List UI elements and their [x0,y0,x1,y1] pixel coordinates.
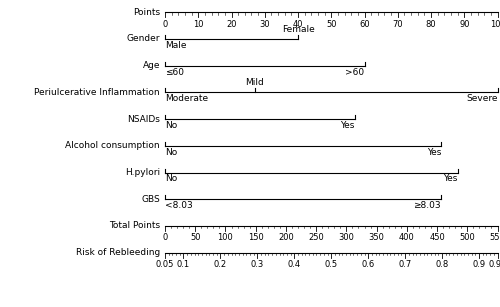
Text: 0.95: 0.95 [488,260,500,269]
Text: 550: 550 [490,233,500,242]
Text: NSAIDs: NSAIDs [127,115,160,124]
Text: Total Points: Total Points [109,221,160,231]
Text: Female: Female [282,25,314,34]
Text: Yes: Yes [426,148,441,157]
Text: >60: >60 [346,68,364,76]
Text: Gender: Gender [126,34,160,44]
Text: 0.2: 0.2 [214,260,227,269]
Text: Yes: Yes [340,121,354,130]
Text: 0.7: 0.7 [398,260,412,269]
Text: 0: 0 [162,233,168,242]
Text: Periulcerative Inflammation: Periulcerative Inflammation [34,88,160,97]
Text: Age: Age [142,61,160,70]
Text: 500: 500 [460,233,475,242]
Text: 0.1: 0.1 [177,260,190,269]
Text: 0: 0 [162,20,168,29]
Text: Moderate: Moderate [165,94,208,103]
Text: 400: 400 [399,233,414,242]
Text: 40: 40 [293,20,304,29]
Text: 80: 80 [426,20,436,29]
Text: 20: 20 [226,20,237,29]
Text: 100: 100 [218,233,234,242]
Text: 50: 50 [326,20,336,29]
Text: 0.4: 0.4 [288,260,301,269]
Text: 0.3: 0.3 [250,260,264,269]
Text: 0.9: 0.9 [472,260,486,269]
Text: Alcohol consumption: Alcohol consumption [66,141,160,150]
Text: 30: 30 [260,20,270,29]
Text: No: No [165,121,177,130]
Text: 0.8: 0.8 [436,260,448,269]
Text: GBS: GBS [142,195,160,204]
Text: No: No [165,174,177,183]
Text: 100: 100 [490,20,500,29]
Text: 200: 200 [278,233,294,242]
Text: 70: 70 [392,20,403,29]
Text: H.pylori: H.pylori [125,168,160,177]
Text: No: No [165,148,177,157]
Text: Male: Male [165,41,186,50]
Text: 0.5: 0.5 [324,260,338,269]
Text: Yes: Yes [443,174,458,183]
Text: 90: 90 [459,20,469,29]
Text: 350: 350 [368,233,384,242]
Text: 250: 250 [308,233,324,242]
Text: 60: 60 [359,20,370,29]
Text: <8.03: <8.03 [165,201,193,210]
Text: ≥8.03: ≥8.03 [414,201,441,210]
Text: Points: Points [133,8,160,17]
Text: 150: 150 [248,233,264,242]
Text: 50: 50 [190,233,200,242]
Text: Severe: Severe [466,94,498,103]
Text: 450: 450 [429,233,445,242]
Text: Mild: Mild [246,79,264,87]
Text: 300: 300 [338,233,354,242]
Text: 10: 10 [193,20,203,29]
Text: Risk of Rebleeding: Risk of Rebleeding [76,248,160,257]
Text: ≤60: ≤60 [165,68,184,76]
Text: 0.05: 0.05 [156,260,174,269]
Text: 0.6: 0.6 [362,260,375,269]
